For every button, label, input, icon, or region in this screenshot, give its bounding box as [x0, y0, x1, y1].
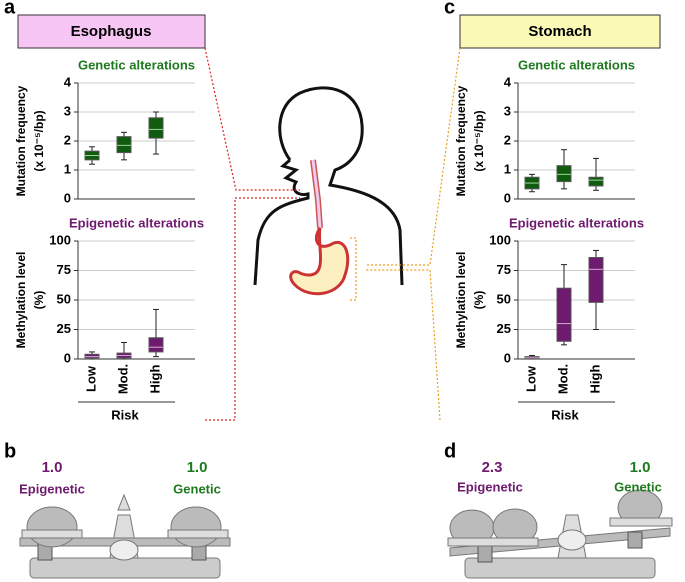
esophagus	[311, 159, 322, 229]
panel-label: b	[4, 440, 16, 462]
body-silhouette	[253, 86, 404, 286]
y-tick-label: 75	[497, 262, 511, 277]
y-tick-label: 4	[504, 74, 512, 89]
y-tick-label: 0	[504, 190, 511, 205]
x-tick-label: Mod.	[555, 364, 570, 394]
x-axis-label: Risk	[551, 407, 579, 422]
box	[148, 337, 164, 353]
balance-label: Genetic	[173, 481, 221, 496]
y-tick-label: 2	[504, 132, 511, 147]
connector	[204, 47, 461, 421]
x-tick-label: Low	[523, 365, 538, 392]
chart-title: Epigenetic alterations	[509, 215, 644, 230]
y-tick-label: 75	[57, 262, 71, 277]
y-axis-label: Mutation frequency	[454, 85, 468, 196]
y-tick-label: 100	[489, 232, 511, 247]
box	[588, 257, 604, 303]
balance	[447, 489, 673, 579]
y-tick-label: 3	[504, 103, 511, 118]
y-axis-label: (%)	[32, 291, 46, 310]
x-tick-label: High	[147, 365, 162, 394]
x-tick-label: Mod.	[115, 364, 130, 394]
box	[84, 353, 100, 359]
chart-title: Genetic alterations	[518, 57, 635, 72]
balance-label: Epigenetic	[19, 481, 85, 496]
x-axis-label: Risk	[111, 407, 139, 422]
y-tick-label: 50	[57, 291, 71, 306]
organ-header-box	[17, 14, 206, 49]
chart-title: Genetic alterations	[78, 57, 195, 72]
y-tick-label: 1	[64, 161, 71, 176]
x-tick-label: High	[587, 365, 602, 394]
y-axis-label: Mutation frequency	[14, 85, 28, 196]
y-tick-label: 2	[64, 132, 71, 147]
y-tick-label: 4	[64, 74, 72, 89]
stomach	[289, 227, 350, 296]
y-tick-label: 3	[64, 103, 71, 118]
y-tick-label: 50	[497, 291, 511, 306]
y-axis-label: Methylation level	[14, 252, 28, 349]
box	[556, 165, 572, 183]
panel-label: d	[444, 440, 456, 462]
organ-header: Stomach	[528, 23, 591, 40]
y-axis-label: (x 10⁻⁵/bp)	[32, 110, 46, 171]
chart-title: Epigenetic alterations	[69, 215, 204, 230]
box	[556, 287, 572, 342]
balance	[19, 493, 231, 579]
x-tick-label: Low	[83, 365, 98, 392]
balance-label: Epigenetic	[457, 479, 523, 494]
y-tick-label: 0	[64, 350, 71, 365]
box	[116, 136, 132, 154]
y-tick-label: 25	[57, 321, 71, 336]
y-tick-label: 100	[49, 232, 71, 247]
balance-label: Genetic	[614, 479, 662, 494]
panel-label: a	[4, 0, 16, 18]
balance-value: 2.3	[482, 459, 503, 476]
organ-header-box	[459, 14, 661, 49]
y-tick-label: 25	[497, 321, 511, 336]
box	[148, 117, 164, 139]
y-axis-label: (x 10⁻⁵/bp)	[472, 110, 486, 171]
balance-value: 1.0	[187, 459, 208, 476]
y-axis-label: (%)	[472, 291, 486, 310]
balance-value: 1.0	[630, 459, 651, 476]
panel-label: c	[444, 0, 455, 18]
balance-value: 1.0	[42, 459, 63, 476]
y-axis-label: Methylation level	[454, 252, 468, 349]
organ-header: Esophagus	[71, 23, 152, 40]
y-tick-label: 0	[64, 190, 71, 205]
box	[588, 176, 604, 187]
y-tick-label: 1	[504, 161, 511, 176]
y-tick-label: 0	[504, 350, 511, 365]
